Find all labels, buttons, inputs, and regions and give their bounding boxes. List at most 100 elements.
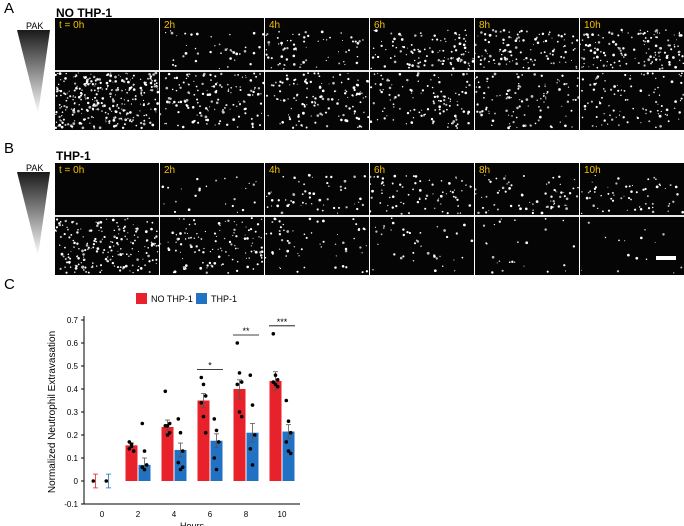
data-point [127,440,132,444]
cell-speckle [475,174,579,274]
bar [161,426,174,481]
data-point [214,467,219,472]
data-point [212,417,217,421]
y-tick-label: 0.4 [67,385,79,394]
data-point [235,382,240,387]
channel-boundary-line [370,215,474,217]
data-point [284,398,289,403]
bar [197,400,210,481]
microscopy-tile: 2h [160,163,264,275]
channel-boundary-line [580,70,684,72]
cell-speckle [580,28,684,129]
panel-letter-a: A [4,0,15,17]
data-point [252,433,257,437]
x-tick-label: 10 [278,510,287,519]
channel-boundary-line [370,70,474,72]
timepoint-label: 2h [164,20,176,31]
data-point [248,373,253,377]
cell-speckle [265,173,369,274]
data-point [212,456,217,460]
data-point [275,378,280,382]
timepoint-label: 8h [479,20,491,31]
cell-speckle [160,176,264,274]
panel-a-gradient-wedge [17,30,50,114]
cell-speckle [55,217,159,274]
y-tick-label: 0 [74,477,79,486]
channel-boundary-line [580,215,684,217]
timepoint-label: 6h [374,20,386,31]
timepoint-label: t = 0h [59,20,85,31]
panel-letter-c: C [4,276,15,293]
microscopy-tile: 8h [475,18,579,130]
data-point [176,460,181,465]
timepoint-label: 2h [164,165,176,176]
x-tick-label: 4 [172,510,177,519]
significance-stars: * [208,361,212,371]
extravasation-bar-chart: -0.1 0 0.1 0.2 0.3 0.4 0.5 0.6 0.7 0 2 4 6 8 10 Hours No… [47,293,300,526]
x-axis-title: Hours [180,521,205,526]
data-point [142,467,147,472]
microscopy-tile: t = 0h [55,163,159,275]
data-point [201,382,206,387]
data-point [239,414,244,419]
x-tick-label: 8 [244,510,249,519]
bar [210,440,223,481]
cell-speckle [265,30,369,129]
y-tick-label: 0.6 [67,339,79,348]
y-tick-label: -0.1 [64,500,78,509]
bar [269,380,282,481]
y-tick-label: 0.1 [67,454,79,463]
data-point [104,479,109,483]
cell-speckle [55,71,159,130]
channel-boundary-line [55,215,159,217]
channel-boundary-line [475,70,579,72]
data-point [201,414,206,419]
data-point [275,384,280,389]
cell-speckle [160,30,264,129]
legend-swatch [196,293,207,304]
data-point [214,428,219,433]
data-point [271,380,276,384]
microscopy-tile: t = 0h [55,18,159,130]
timepoint-label: 10h [584,165,601,176]
data-point [129,442,134,446]
data-point [180,465,185,469]
data-point [250,463,255,467]
data-point [288,430,293,435]
cell-speckle [370,29,474,129]
data-point [203,394,208,398]
panel-a-title: NO THP-1 [56,6,113,20]
panel-letter-b: B [4,140,15,157]
y-tick-label: 0.7 [67,316,79,325]
data-point [286,419,291,423]
data-point [288,451,293,456]
legend-label: NO THP-1 [151,294,193,304]
timepoint-label: 6h [374,165,386,176]
x-tick-label: 2 [136,510,141,519]
y-tick-label: 0.3 [67,408,79,417]
data-point [127,447,132,451]
data-point [250,403,255,407]
timepoint-label: t = 0h [59,165,85,176]
data-point [239,380,244,384]
data-point [178,467,183,472]
data-point [284,440,289,444]
data-point [142,449,147,453]
legend-swatch [136,293,147,304]
microscopy-tile: 4h [265,163,369,275]
data-point [167,430,172,435]
panel-a-pak-label: PAK [26,21,44,31]
y-axis-title: Normalized Neutrophil Extravasation [47,331,58,493]
data-point [131,449,136,453]
data-point [140,421,145,426]
bar [174,449,187,481]
channel-boundary-line [160,70,264,72]
timepoint-label: 10h [584,20,601,31]
data-point [165,433,170,437]
data-point [199,401,204,405]
timepoint-label: 4h [269,20,281,31]
microscopy-tile: 6h [370,163,474,275]
data-point [178,430,183,435]
bar [138,464,151,481]
bar [233,389,246,481]
